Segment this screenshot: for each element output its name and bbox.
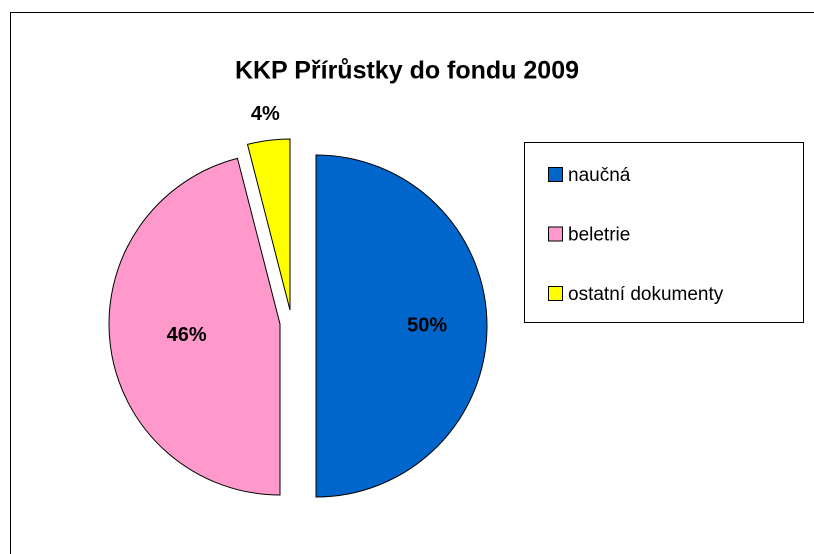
- legend-label: ostatní dokumenty: [568, 284, 724, 305]
- data-label: 46%: [167, 324, 207, 346]
- legend-box: [524, 142, 804, 323]
- legend-label: beletrie: [568, 225, 630, 246]
- pie-slice: [108, 157, 281, 496]
- legend-swatch: [548, 167, 563, 182]
- data-label: 50%: [407, 314, 447, 336]
- chart-title: KKP Přírůstky do fondu 2009: [235, 57, 579, 85]
- data-label: 4%: [251, 103, 280, 125]
- chart-border: [10, 12, 814, 554]
- legend-swatch: [548, 286, 563, 301]
- legend-label: naučná: [568, 165, 631, 186]
- pie-slice: [246, 138, 291, 311]
- legend-swatch: [548, 226, 563, 242]
- pie-slice: [315, 154, 488, 498]
